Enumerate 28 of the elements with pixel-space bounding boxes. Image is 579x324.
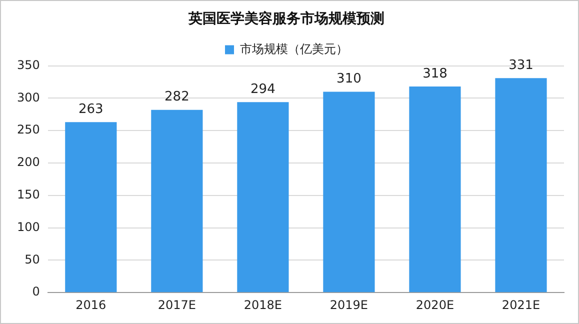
bar <box>151 110 203 292</box>
chart-title: 英国医学美容服务市场规模预测 <box>188 10 384 28</box>
data-label: 310 <box>336 72 362 87</box>
bar <box>237 102 289 292</box>
x-tick-label: 2018E <box>244 298 282 312</box>
y-tick-label: 50 <box>24 252 40 266</box>
bar <box>65 122 117 292</box>
y-tick-label: 100 <box>17 220 40 234</box>
y-tick-label: 150 <box>17 188 40 202</box>
data-label: 331 <box>508 58 534 73</box>
y-tick-label: 200 <box>17 155 40 170</box>
x-tick-label: 2016 <box>76 298 106 312</box>
y-tick-label: 0 <box>32 284 40 299</box>
x-tick-label: 2019E <box>330 298 368 312</box>
bar <box>323 92 375 292</box>
data-label: 318 <box>422 66 448 82</box>
bar <box>409 86 461 292</box>
bar <box>495 78 547 292</box>
x-tick-label: 2020E <box>416 298 454 312</box>
legend-label: 市场规模（亿美元） <box>240 42 348 56</box>
data-label: 294 <box>250 82 276 97</box>
y-tick-label: 250 <box>17 122 40 137</box>
y-tick-label: 300 <box>17 90 40 104</box>
data-label: 263 <box>78 102 104 118</box>
y-tick-label: 350 <box>17 58 40 72</box>
x-tick-label: 2021E <box>502 298 540 312</box>
data-label: 282 <box>164 90 190 105</box>
x-tick-label: 2017E <box>158 298 196 312</box>
